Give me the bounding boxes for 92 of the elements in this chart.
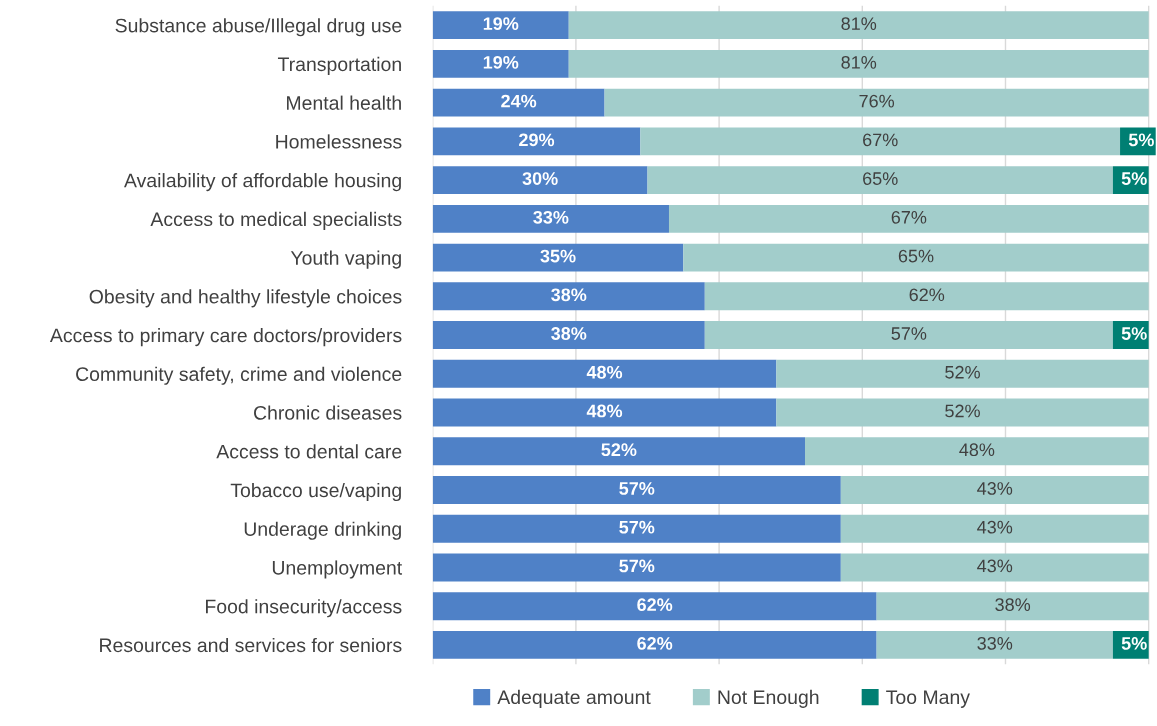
data-label: 57% — [619, 520, 655, 534]
y-tick-label: Chronic diseases — [254, 405, 402, 420]
bar — [432, 630, 877, 659]
data-label: 81% — [841, 55, 877, 69]
data-label: 5% — [1121, 172, 1147, 185]
y-tick-label: Substance abuse/Illegal drug use — [115, 18, 402, 37]
bar — [683, 243, 1149, 272]
bar — [432, 359, 777, 388]
data-label: 38% — [995, 598, 1031, 612]
data-label: 29% — [519, 133, 555, 147]
y-tick-label: Unemployment — [272, 560, 403, 579]
data-label: 24% — [501, 94, 537, 108]
bar — [704, 321, 1113, 349]
bar — [876, 592, 1149, 621]
bar — [432, 204, 669, 233]
bar — [704, 282, 1149, 311]
bar — [432, 592, 877, 621]
data-label: 62% — [637, 636, 673, 650]
data-label: 57% — [619, 559, 655, 573]
y-tick-label: Access to dental care — [216, 444, 402, 459]
data-label: 52% — [601, 443, 637, 457]
legend-label: Adequate amount — [497, 689, 651, 708]
data-label: 81% — [841, 17, 877, 31]
data-label: 19% — [483, 17, 519, 31]
bar — [647, 166, 1113, 195]
bar — [840, 476, 1149, 504]
bar — [432, 398, 777, 427]
y-tick-label: Food insecurity/access — [206, 599, 402, 618]
data-label: 43% — [977, 482, 1013, 495]
data-label: 30% — [522, 172, 558, 185]
bar — [432, 476, 841, 504]
data-label: 62% — [637, 598, 673, 612]
data-label: 52% — [945, 365, 980, 379]
bar — [432, 243, 684, 272]
bar — [776, 398, 1149, 427]
data-label: 62% — [909, 288, 945, 302]
data-label: 33% — [533, 210, 569, 224]
y-tick-label: Obesity and healthy lifestyle choices — [89, 289, 402, 308]
data-label: 5% — [1121, 327, 1147, 340]
bar — [432, 553, 841, 582]
bar — [432, 127, 641, 156]
data-label: 67% — [891, 210, 927, 224]
bar — [568, 49, 1149, 78]
data-label: 67% — [863, 133, 898, 147]
bar — [640, 127, 1121, 156]
y-tick-label: Community safety, crime and violence — [76, 366, 402, 385]
data-label: 48% — [586, 365, 623, 379]
legend-label: Not Enough — [718, 689, 819, 708]
y-tick-label: Access to primary care doctors/providers — [49, 328, 402, 347]
bar — [604, 88, 1149, 117]
data-label: 5% — [1121, 637, 1147, 650]
y-tick-label: Resources and services for seniors — [100, 637, 402, 653]
data-label: 48% — [959, 443, 995, 457]
y-tick-label: Tobacco use/vaping — [230, 482, 401, 502]
bar — [805, 437, 1149, 466]
bar — [840, 514, 1149, 543]
data-label: 76% — [859, 94, 895, 108]
bar — [432, 49, 569, 78]
y-tick-label: Transportation — [277, 56, 401, 75]
bar — [432, 321, 705, 349]
data-label: 35% — [540, 249, 576, 263]
data-label: 57% — [891, 327, 927, 340]
y-tick-label: Mental health — [287, 95, 401, 110]
bar — [432, 437, 806, 466]
data-label: 38% — [551, 288, 587, 302]
bar — [432, 514, 841, 543]
y-tick-label: Access to medical specialists — [150, 211, 402, 230]
bar — [876, 630, 1113, 659]
data-label: 19% — [483, 55, 519, 69]
bar — [432, 166, 648, 195]
data-label: 5% — [1128, 133, 1154, 147]
data-label: 65% — [898, 249, 934, 263]
bar — [668, 204, 1149, 233]
data-label: 65% — [863, 172, 898, 185]
y-tick-label: Homelessness — [276, 134, 402, 149]
legend-label: Too Many — [886, 690, 970, 708]
bar — [568, 11, 1149, 40]
data-label: 52% — [945, 404, 980, 418]
data-label: 57% — [619, 482, 655, 495]
data-label: 38% — [551, 327, 587, 340]
data-label: 43% — [977, 559, 1013, 573]
bar — [776, 359, 1149, 388]
bar — [432, 282, 705, 311]
bar — [432, 88, 605, 117]
y-tick-label: Underage drinking — [244, 521, 401, 540]
y-tick-label: Availability of affordable housing — [124, 173, 401, 192]
data-label: 43% — [977, 520, 1013, 534]
y-tick-label: Youth vaping — [290, 250, 401, 269]
bar — [840, 553, 1149, 582]
data-label: 33% — [977, 636, 1013, 650]
bar — [432, 11, 569, 40]
data-label: 48% — [586, 404, 623, 418]
